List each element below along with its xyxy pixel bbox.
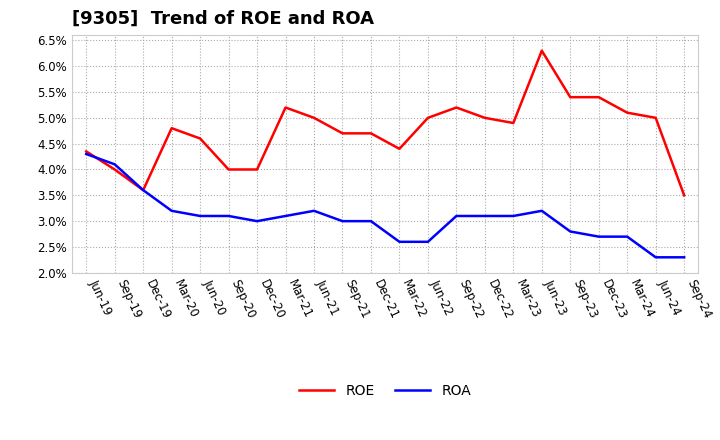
ROE <box>395 146 404 151</box>
ROA <box>652 255 660 260</box>
ROE <box>452 105 461 110</box>
ROA <box>595 234 603 239</box>
Legend: ROE, ROA: ROE, ROA <box>294 378 477 403</box>
ROE <box>423 115 432 121</box>
ROA <box>310 208 318 213</box>
ROE <box>167 125 176 131</box>
Line: ROE: ROE <box>86 51 684 195</box>
ROA <box>338 219 347 224</box>
ROE <box>537 48 546 53</box>
ROA <box>139 187 148 193</box>
ROA <box>423 239 432 245</box>
ROA <box>282 213 290 219</box>
ROA <box>537 208 546 213</box>
ROE <box>310 115 318 121</box>
ROA <box>110 161 119 167</box>
ROA <box>253 219 261 224</box>
ROE <box>110 167 119 172</box>
ROE <box>253 167 261 172</box>
Text: [9305]  Trend of ROE and ROA: [9305] Trend of ROE and ROA <box>72 10 374 28</box>
ROA <box>366 219 375 224</box>
ROE <box>680 193 688 198</box>
ROA <box>452 213 461 219</box>
ROE <box>480 115 489 121</box>
ROA <box>680 255 688 260</box>
ROA <box>566 229 575 234</box>
ROA <box>480 213 489 219</box>
ROA <box>395 239 404 245</box>
ROE <box>366 131 375 136</box>
ROE <box>595 95 603 100</box>
ROE <box>139 187 148 193</box>
ROE <box>623 110 631 115</box>
ROA <box>509 213 518 219</box>
ROA <box>196 213 204 219</box>
ROA <box>623 234 631 239</box>
Line: ROA: ROA <box>86 154 684 257</box>
ROA <box>225 213 233 219</box>
ROE <box>196 136 204 141</box>
ROE <box>82 149 91 154</box>
ROE <box>566 95 575 100</box>
ROA <box>167 208 176 213</box>
ROE <box>652 115 660 121</box>
ROE <box>338 131 347 136</box>
ROA <box>82 151 91 157</box>
ROE <box>509 121 518 126</box>
ROE <box>282 105 290 110</box>
ROE <box>225 167 233 172</box>
